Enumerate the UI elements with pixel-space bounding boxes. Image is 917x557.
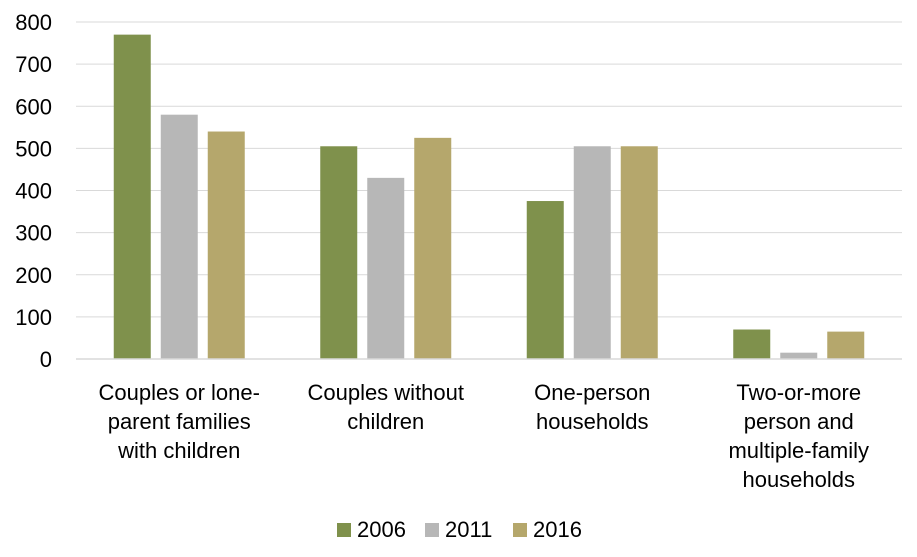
legend-swatch-2011 [425, 523, 439, 537]
bar-2011-cat-2 [573, 146, 611, 359]
legend-swatch-2016 [513, 523, 527, 537]
x-category-label: Couples or lone-parent families with chil… [99, 380, 260, 463]
bar-2011-cat-0 [160, 114, 198, 359]
y-axis-ticks: 0 100 200 300 400 500 600 700 800 [15, 10, 52, 372]
bars [113, 34, 865, 359]
x-category-label: Two-or-more person and multiple-family hous… [728, 380, 869, 492]
bar-2006-cat-1 [320, 146, 358, 359]
y-tick-label: 300 [15, 221, 52, 246]
bar-2011-cat-1 [367, 177, 405, 359]
bar-2016-cat-0 [207, 131, 245, 359]
category-labels: Couples or lone-parent families with chil… [99, 380, 870, 492]
bar-2006-cat-2 [526, 201, 564, 359]
bar-2006-cat-3 [733, 329, 771, 359]
x-category-label: One-person households [534, 380, 650, 434]
y-tick-label: 400 [15, 179, 52, 204]
bar-2016-cat-3 [827, 331, 865, 359]
y-tick-label: 100 [15, 305, 52, 330]
x-category-label: Couples without children [307, 380, 464, 434]
y-tick-label: 0 [40, 347, 52, 372]
legend-swatch-2006 [337, 523, 351, 537]
y-tick-label: 200 [15, 263, 52, 288]
gridlines [76, 21, 902, 318]
y-tick-label: 500 [15, 136, 52, 161]
y-tick-label: 800 [15, 10, 52, 35]
legend-label-2016: 2016 [533, 517, 582, 542]
legend: 2006 2011 2016 [337, 517, 582, 542]
bar-2011-cat-3 [780, 352, 818, 359]
y-tick-label: 600 [15, 94, 52, 119]
legend-label-2011: 2011 [445, 517, 492, 542]
bar-2016-cat-1 [414, 137, 452, 359]
bar-2016-cat-2 [620, 146, 658, 359]
y-tick-label: 700 [15, 52, 52, 77]
legend-label-2006: 2006 [357, 517, 406, 542]
bar-2006-cat-0 [113, 34, 151, 359]
